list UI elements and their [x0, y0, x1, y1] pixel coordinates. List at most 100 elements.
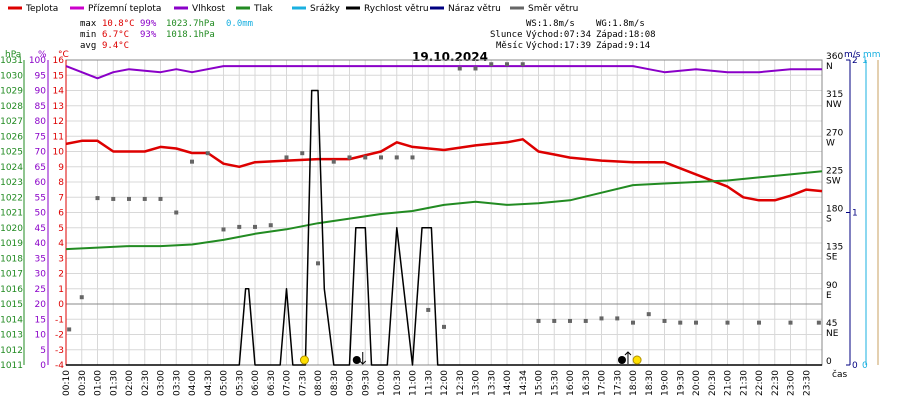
pressure-tick-label: 1011: [0, 361, 23, 371]
legend-item-label: Přízemní teplota: [88, 4, 161, 14]
wind-direction-point: [253, 224, 257, 229]
x-tick-label: 18:30: [645, 370, 655, 396]
wind-direction-point: [174, 210, 179, 215]
x-tick-label: 03:00: [157, 370, 167, 396]
humidity-tick-label: 45: [35, 224, 46, 234]
wind-direction-point: [237, 224, 242, 229]
pressure-tick-label: 1013: [0, 331, 23, 341]
temperature-tick-label: 3: [58, 254, 64, 264]
temperature-tick-label: 8: [58, 178, 64, 188]
humidity-unit: %: [38, 50, 47, 60]
humidity-tick-label: 95: [35, 71, 46, 81]
stats-max-pressure: 1023.7hPa: [166, 19, 215, 29]
humidity-tick-label: 90: [35, 87, 47, 97]
x-tick-label: 07:30: [298, 370, 308, 396]
humidity-tick-label: 75: [35, 132, 46, 142]
x-tick-label: 21:30: [739, 370, 749, 396]
stats-min-humidity: 93%: [140, 30, 157, 40]
temperature-tick-label: 9: [58, 163, 64, 173]
moonset-arrowhead-icon: [359, 360, 367, 365]
x-tick-label: 23:30: [802, 370, 812, 396]
humidity-tick-label: 0: [40, 361, 46, 371]
pressure-tick-label: 1020: [0, 224, 23, 234]
stats-max-temp: 10.8°C: [102, 19, 135, 29]
stats-max-humidity: 99%: [140, 19, 157, 29]
wind-direction-point: [694, 320, 698, 325]
stats-max-rain: 0.0mm: [226, 19, 253, 29]
series-vlhkost: [65, 65, 822, 80]
wind-direction-point: [284, 155, 289, 160]
pressure-tick-label: 1016: [0, 285, 23, 295]
x-tick-label: 19:30: [676, 370, 686, 396]
humidity-tick-label: 55: [35, 193, 46, 203]
temperature-tick-label: -1: [55, 315, 64, 325]
direction-compass-label: S: [826, 215, 832, 225]
x-tick-label: 05:30: [235, 370, 245, 396]
pressure-unit: hPa: [5, 50, 21, 60]
x-tick-label: 18:00: [629, 370, 639, 396]
wind-tick-label: 2: [852, 56, 858, 66]
x-tick-label: 13:30: [487, 370, 497, 396]
direction-tick-label: 360: [826, 52, 843, 62]
x-tick-label: 14:00: [503, 370, 513, 396]
wind-direction-point: [816, 320, 821, 325]
x-tick-label: 00:10: [62, 370, 72, 396]
x-axis-ticks: 00:10 00:30 01:00 01:30 02:00 02:30 03:00 03:30…: [62, 370, 812, 396]
x-tick-label: 16:00: [566, 370, 576, 396]
x-tick-label: 11:00: [409, 370, 419, 396]
x-tick-label: 16:30: [582, 370, 592, 396]
x-tick-label: 01:00: [94, 370, 104, 396]
wind-direction-point: [568, 318, 572, 323]
x-tick-label: 08:00: [314, 370, 324, 396]
pressure-tick-label: 1029: [0, 87, 23, 97]
direction-tick-label: 0: [826, 357, 832, 367]
pressure-tick-label: 1019: [0, 239, 23, 249]
wind-direction-point: [316, 261, 320, 266]
x-tick-label: 05:00: [220, 370, 230, 396]
humidity-tick-label: 85: [35, 102, 46, 112]
wind-direction-point: [489, 62, 494, 67]
stats-avg-label: avg: [80, 41, 96, 51]
direction-compass-label: SW: [826, 176, 841, 186]
legend-item-label: Teplota: [25, 4, 58, 14]
wind-direction-point: [552, 318, 557, 323]
x-tick-label: 11:30: [424, 370, 434, 396]
legend-item-label: Tlak: [253, 4, 274, 14]
pressure-tick-label: 1017: [0, 270, 23, 280]
wind-direction-point: [426, 307, 431, 312]
x-tick-label: 12:00: [440, 370, 450, 396]
x-tick-label: 15:00: [535, 370, 545, 396]
moonset-icon: [352, 356, 361, 364]
temperature-tick-label: 6: [58, 209, 64, 219]
temperature-tick-label: 11: [53, 132, 64, 142]
x-tick-label: 02:00: [125, 370, 135, 396]
series-tlak: [65, 170, 823, 251]
x-tick-label: 22:00: [755, 370, 765, 396]
x-tick-label: 09:30: [361, 370, 371, 396]
direction-tick-label: 90: [826, 281, 838, 291]
moonset-time: Západ:9:14: [596, 41, 650, 51]
wind-direction-point: [583, 318, 588, 323]
wind-direction-point: [379, 155, 383, 160]
legend-item-label: Rychlost větru: [364, 4, 429, 14]
moonrise-icon: [617, 356, 626, 364]
temperature-tick-label: 12: [53, 117, 64, 127]
sunrise-icon: [299, 355, 309, 365]
x-tick-label: 01:30: [109, 370, 119, 396]
wind-direction-point: [788, 320, 793, 325]
x-tick-label: 20:30: [708, 370, 718, 396]
wind-direction-point: [158, 196, 163, 201]
legend-item-label: Srážky: [310, 4, 341, 14]
temperature-tick-label: 0: [58, 300, 64, 310]
x-tick-label: 23:00: [787, 370, 797, 396]
temperature-tick-label: -2: [55, 331, 64, 341]
temperature-tick-label: 4: [58, 239, 64, 249]
pressure-tick-label: 1026: [0, 132, 23, 142]
pressure-tick-label: 1022: [0, 193, 23, 203]
direction-compass-label: NE: [826, 329, 839, 339]
humidity-tick-label: 20: [35, 300, 47, 310]
direction-tick-label: 135: [826, 243, 843, 253]
x-tick-label: 20:00: [692, 370, 702, 396]
pressure-tick-label: 1027: [0, 117, 23, 127]
wind-direction-point: [536, 318, 541, 323]
